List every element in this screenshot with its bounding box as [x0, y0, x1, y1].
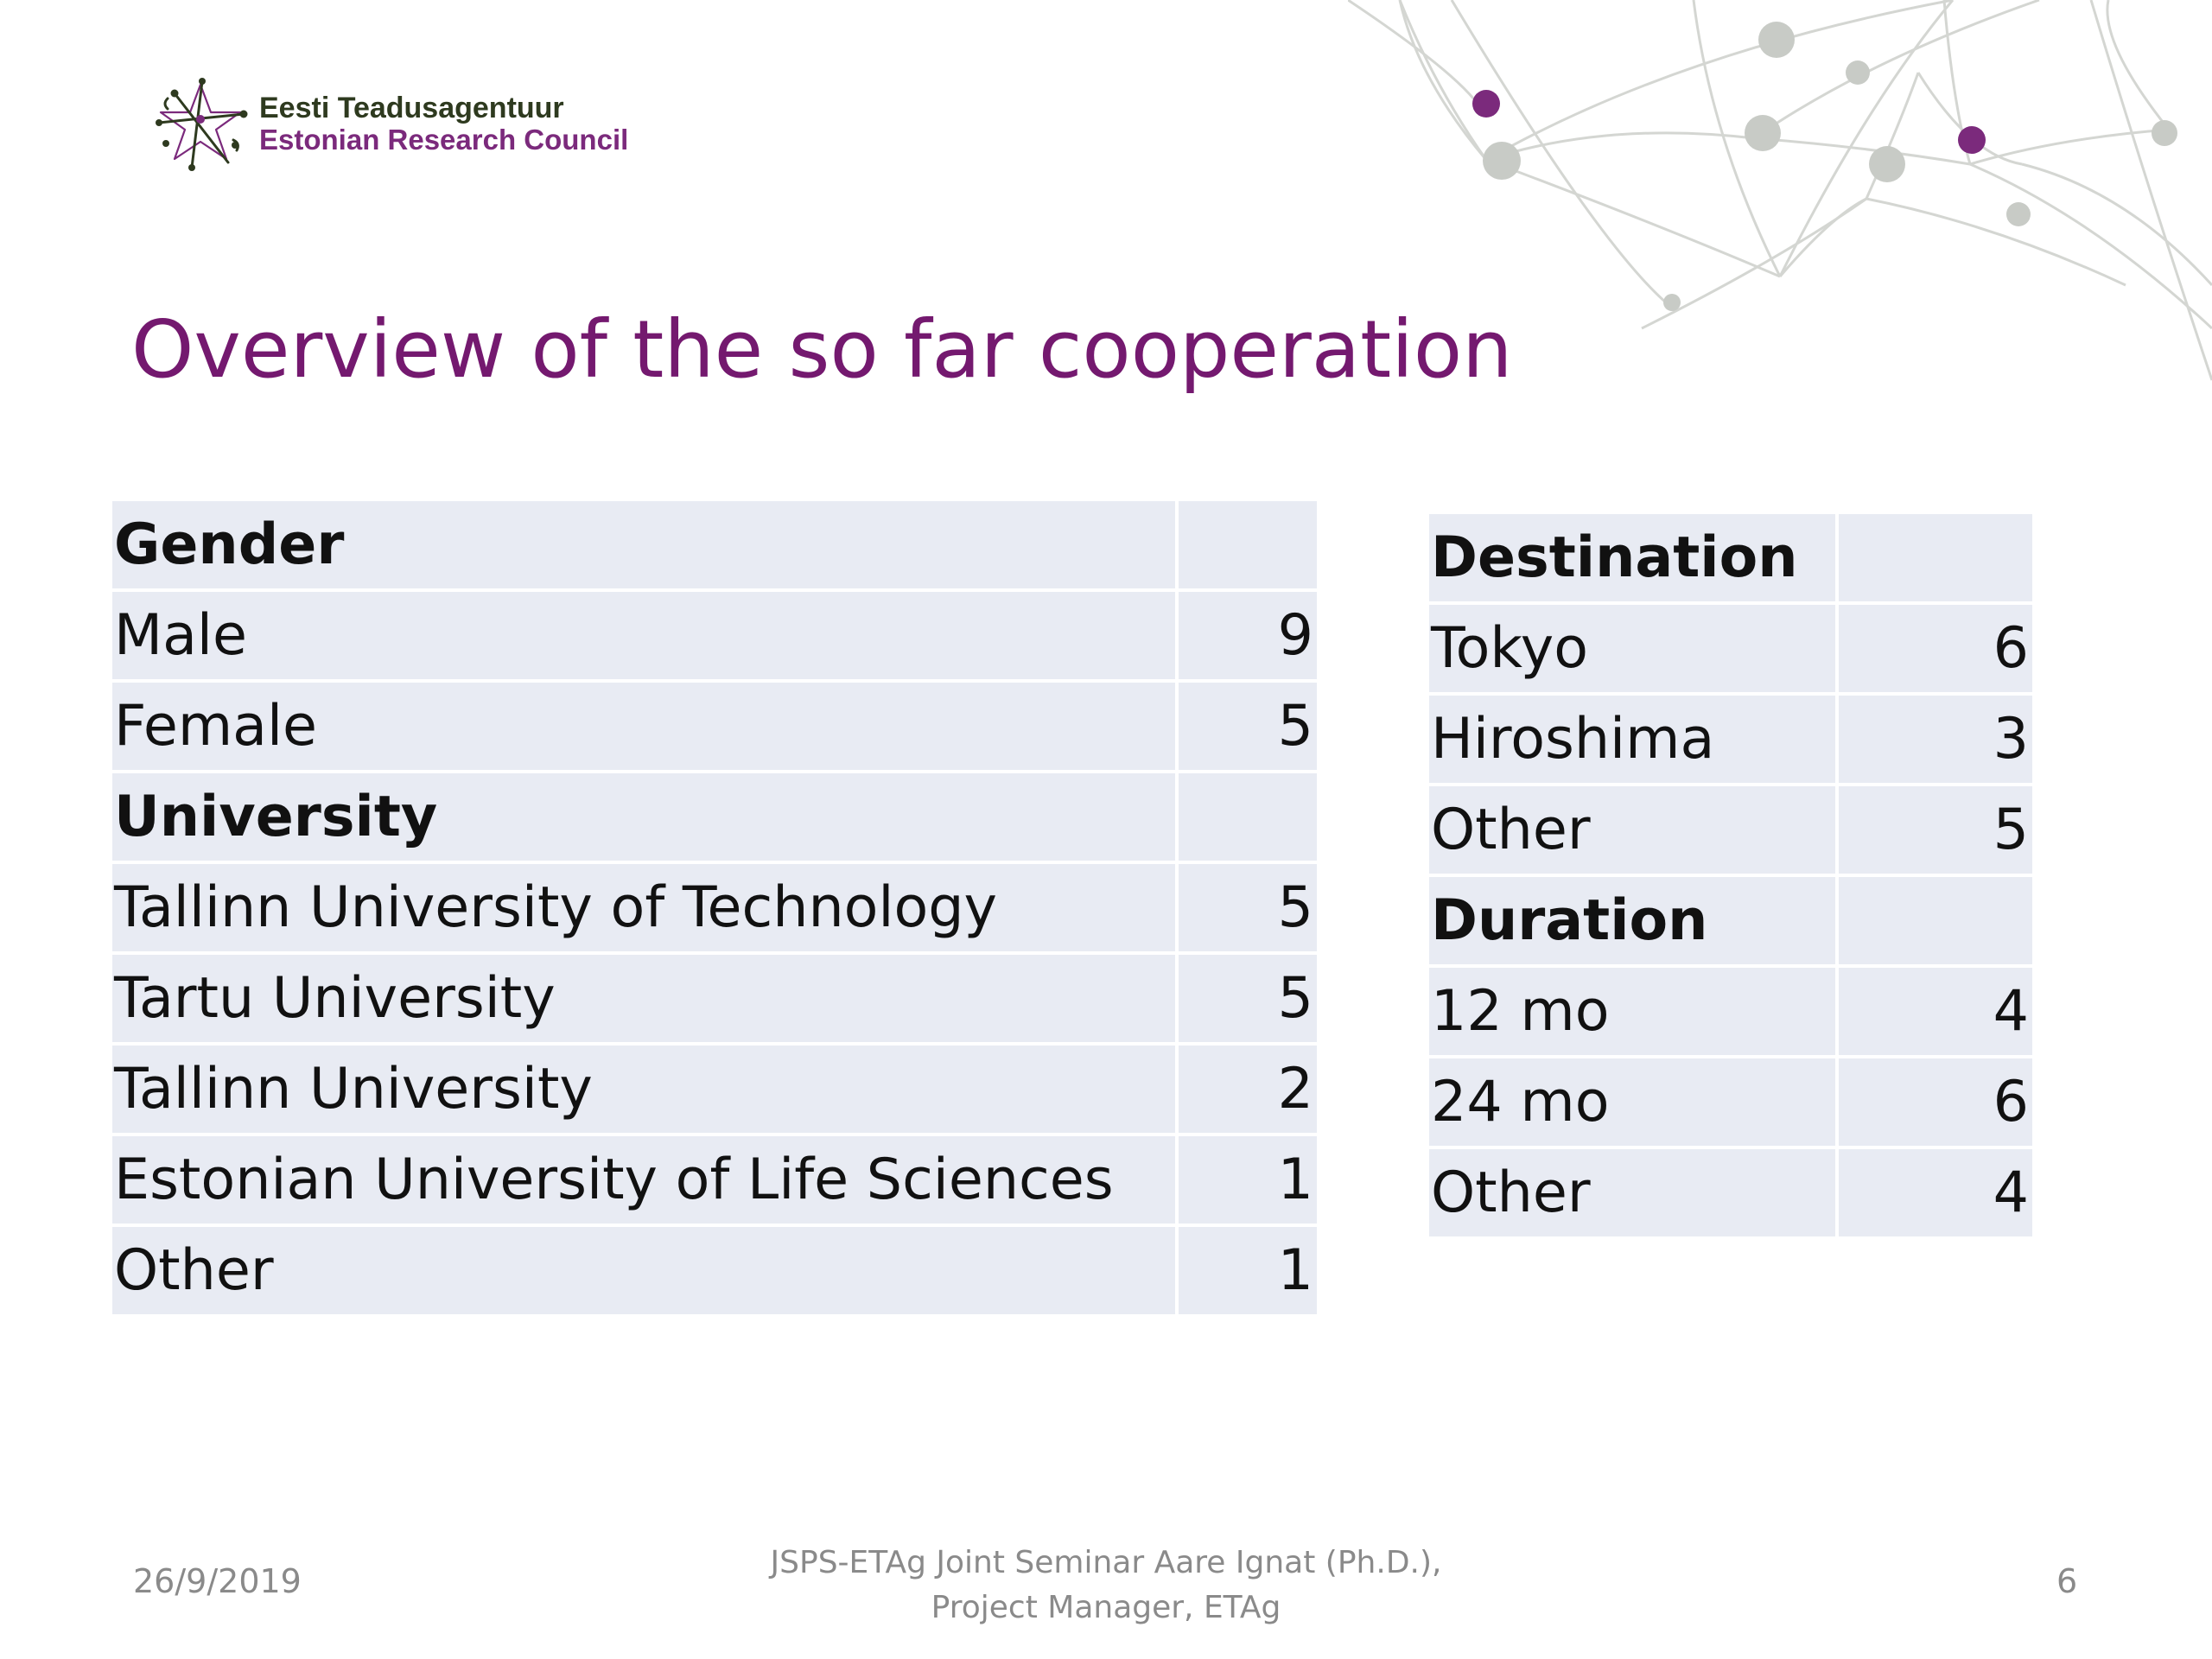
- footer-caption-line2: Project Manager, ETAg: [931, 1590, 1281, 1625]
- row-value: [1179, 773, 1317, 864]
- table-row: Estonian University of Life Sciences 1: [112, 1136, 1317, 1227]
- row-value: 5: [1179, 683, 1317, 773]
- row-label: Tartu University: [112, 955, 1179, 1046]
- row-label: Other: [1429, 1149, 1839, 1240]
- slide-number: 6: [2056, 1562, 2078, 1600]
- row-label: Tokyo: [1429, 605, 1839, 696]
- row-label: 24 mo: [1429, 1058, 1839, 1149]
- row-label: Estonian University of Life Sciences: [112, 1136, 1179, 1227]
- row-label: Female: [112, 683, 1179, 773]
- row-label: Gender: [112, 501, 1179, 592]
- table-row: Tallinn University of Technology 5: [112, 864, 1317, 955]
- etag-logo-icon: [156, 78, 248, 171]
- table-row: Duration: [1429, 877, 2032, 968]
- table-row: 24 mo 6: [1429, 1058, 2032, 1149]
- row-value: 6: [1839, 605, 2032, 696]
- slide-title: Overview of the so far cooperation: [131, 303, 1513, 396]
- row-value: 4: [1839, 968, 2032, 1058]
- table-row: Tallinn University 2: [112, 1046, 1317, 1136]
- row-value: [1179, 501, 1317, 592]
- table-row: 12 mo 4: [1429, 968, 2032, 1058]
- logo-name-english: Estonian Research Council: [259, 124, 629, 156]
- row-label: Tallinn University of Technology: [112, 864, 1179, 955]
- table-row: Other 5: [1429, 786, 2032, 877]
- row-value: 5: [1179, 864, 1317, 955]
- gender-university-table: Gender Male 9 Female 5 University Tallin…: [112, 501, 1317, 1318]
- row-label: 12 mo: [1429, 968, 1839, 1058]
- row-label: Tallinn University: [112, 1046, 1179, 1136]
- footer-date: 26/9/2019: [133, 1562, 302, 1600]
- table-row: University: [112, 773, 1317, 864]
- logo: Eesti Teadusagentuur Estonian Research C…: [149, 73, 632, 176]
- row-value: 3: [1839, 696, 2032, 786]
- row-label: Male: [112, 592, 1179, 683]
- table-row: Hiroshima 3: [1429, 696, 2032, 786]
- table-row: Other 1: [112, 1227, 1317, 1318]
- footer-caption: JSPS-ETAg Joint Seminar Aare Ignat (Ph.D…: [760, 1541, 1452, 1630]
- row-value: 4: [1839, 1149, 2032, 1240]
- row-label: Other: [1429, 786, 1839, 877]
- row-value: 1: [1179, 1227, 1317, 1318]
- row-label: Hiroshima: [1429, 696, 1839, 786]
- row-value: [1839, 514, 2032, 605]
- table-row: Tartu University 5: [112, 955, 1317, 1046]
- destination-duration-table: Destination Tokyo 6 Hiroshima 3 Other 5 …: [1429, 514, 2032, 1240]
- logo-text: Eesti Teadusagentuur Estonian Research C…: [259, 93, 628, 154]
- table-row: Gender: [112, 501, 1317, 592]
- row-label: University: [112, 773, 1179, 864]
- row-value: 1: [1179, 1136, 1317, 1227]
- table-row: Female 5: [112, 683, 1317, 773]
- row-label: Duration: [1429, 877, 1839, 968]
- row-label: Destination: [1429, 514, 1839, 605]
- footer-caption-line1: JSPS-ETAg Joint Seminar Aare Ignat (Ph.D…: [770, 1545, 1442, 1580]
- row-value: 5: [1179, 955, 1317, 1046]
- row-value: 6: [1839, 1058, 2032, 1149]
- table-row: Male 9: [112, 592, 1317, 683]
- row-value: 5: [1839, 786, 2032, 877]
- table-row: Destination: [1429, 514, 2032, 605]
- row-value: 2: [1179, 1046, 1317, 1136]
- row-label: Other: [112, 1227, 1179, 1318]
- row-value: [1839, 877, 2032, 968]
- network-decoration: [1348, 0, 2212, 381]
- table-row: Tokyo 6: [1429, 605, 2032, 696]
- row-value: 9: [1179, 592, 1317, 683]
- table-row: Other 4: [1429, 1149, 2032, 1240]
- logo-name-estonian: Eesti Teadusagentuur: [259, 92, 564, 124]
